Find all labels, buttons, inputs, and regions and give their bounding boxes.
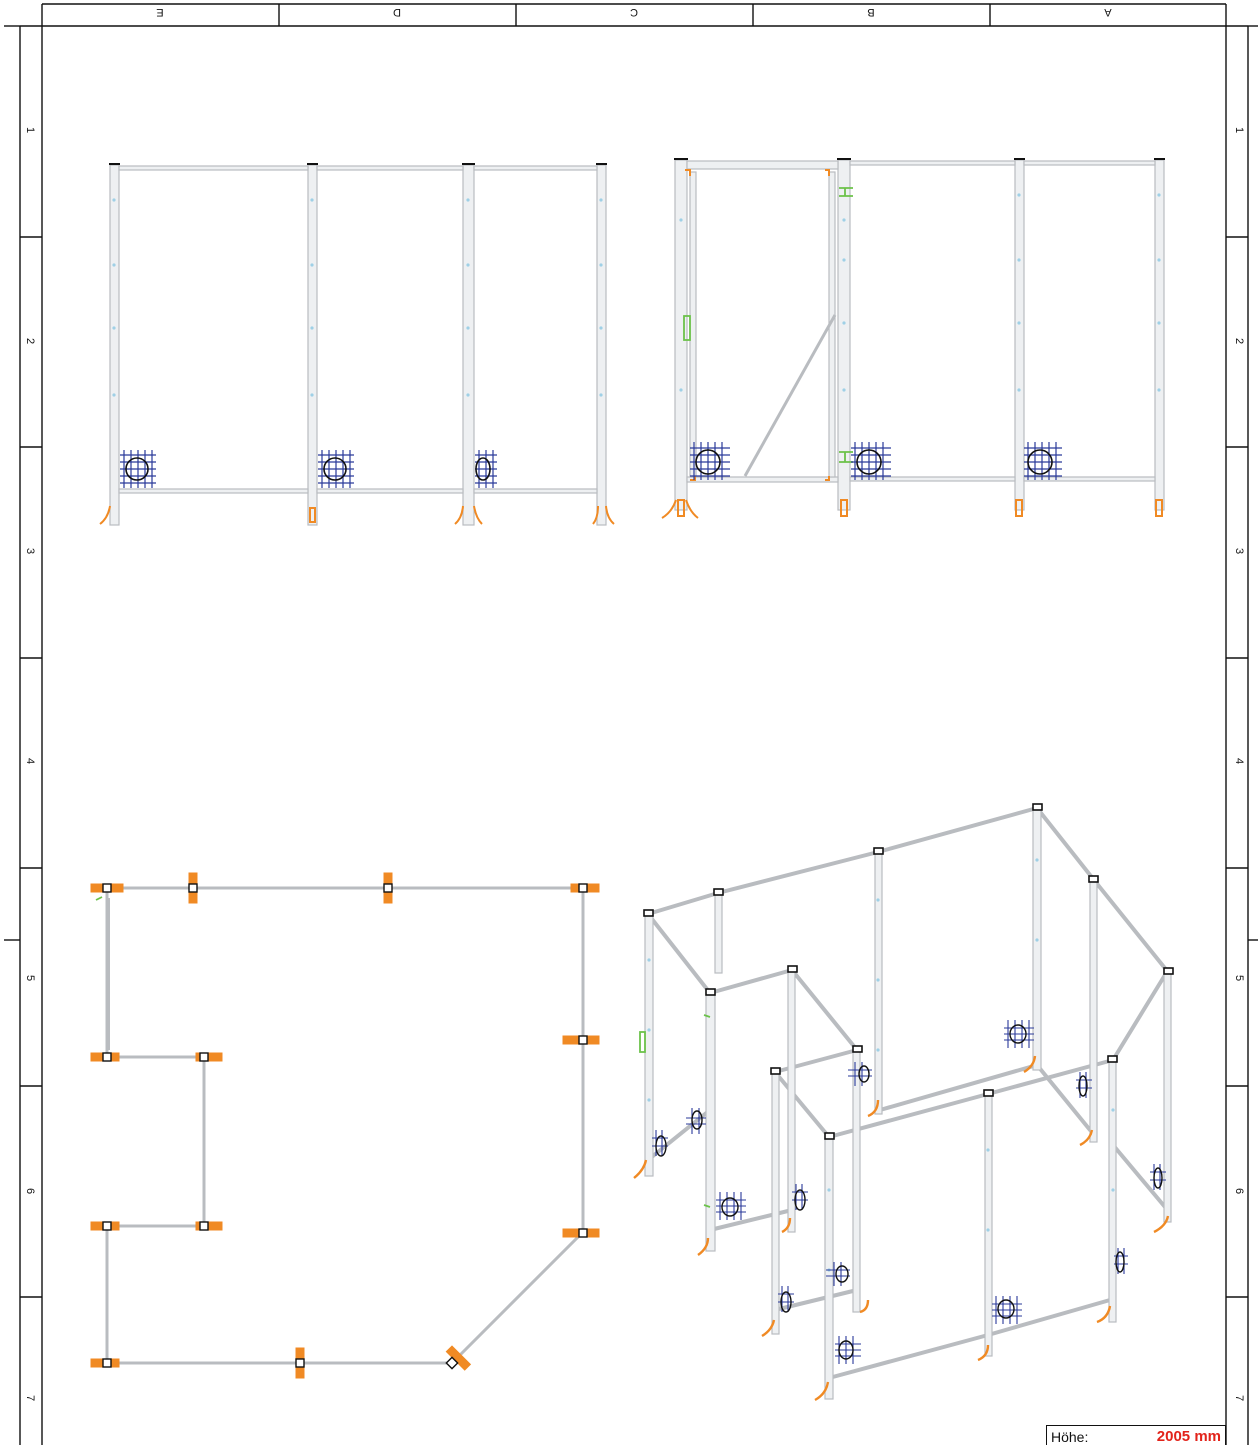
column-label: A bbox=[1104, 6, 1112, 18]
row-label: 1 bbox=[1233, 126, 1245, 134]
plan-view bbox=[90, 872, 600, 1379]
column-label: C bbox=[630, 6, 638, 18]
drawing-frame bbox=[4, 3, 1258, 1445]
row-label: 7 bbox=[24, 1394, 36, 1402]
mesh-panel-icon bbox=[120, 450, 497, 488]
row-label: 5 bbox=[1233, 974, 1245, 982]
hinge-icon bbox=[95, 896, 103, 901]
height-label: Höhe: bbox=[1051, 1429, 1089, 1445]
hinge-icon bbox=[639, 1014, 711, 1208]
row-label: 4 bbox=[24, 757, 36, 765]
column-label: E bbox=[156, 6, 164, 18]
row-label: 7 bbox=[1233, 1394, 1245, 1402]
row-label: 3 bbox=[24, 547, 36, 555]
column-label: D bbox=[393, 6, 401, 18]
row-label: 1 bbox=[24, 126, 36, 134]
height-value: 2005 mm bbox=[1156, 1428, 1221, 1445]
plan-post-icon bbox=[90, 872, 600, 1379]
title-block: Höhe: 2005 mm bbox=[1046, 1425, 1226, 1445]
isometric-view bbox=[633, 803, 1174, 1402]
mesh-panel-icon bbox=[652, 1020, 1166, 1364]
mesh-panel-icon bbox=[690, 442, 1062, 480]
hinge-icon bbox=[683, 187, 853, 463]
front-view-left bbox=[99, 163, 615, 526]
foot-icon bbox=[633, 1055, 1170, 1402]
row-label: 3 bbox=[1233, 547, 1245, 555]
row-label: 5 bbox=[24, 974, 36, 982]
column-label: B bbox=[867, 6, 875, 18]
row-label: 6 bbox=[24, 1187, 36, 1195]
row-label: 4 bbox=[1233, 757, 1245, 765]
row-label: 2 bbox=[1233, 337, 1245, 345]
front-view-right-door bbox=[661, 158, 1165, 519]
row-label: 2 bbox=[24, 337, 36, 345]
row-label: 6 bbox=[1233, 1187, 1245, 1195]
